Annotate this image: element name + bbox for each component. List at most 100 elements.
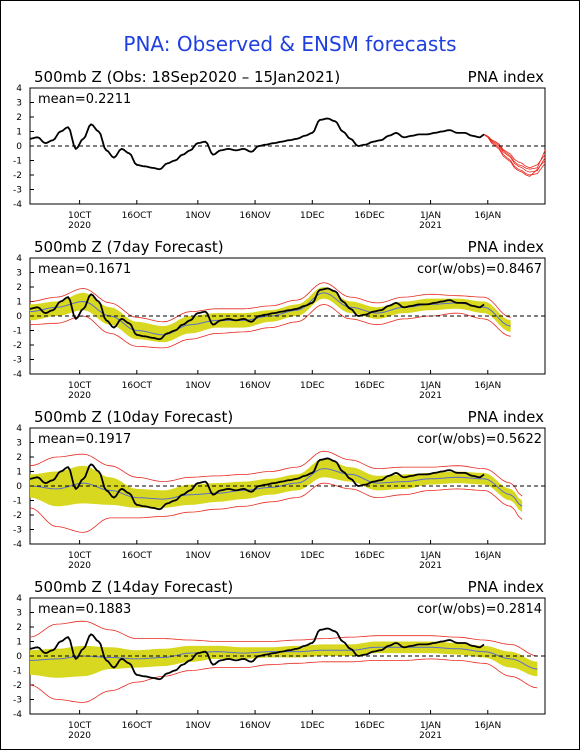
y-tick-label: -1: [13, 497, 22, 507]
x-year-label: 2021: [419, 561, 442, 571]
y-tick-label: 3: [16, 439, 22, 449]
x-tick-label: 10CT: [68, 381, 92, 391]
panel-3-index-label: PNA index: [467, 408, 544, 426]
panel-4: [29, 597, 546, 715]
ensemble-mean-line: [29, 468, 523, 507]
y-tick-label: 4: [16, 254, 22, 264]
y-tick-label: 2: [16, 453, 22, 463]
x-tick-label: 16NOV: [239, 211, 271, 221]
x-tick-label: 16JAN: [474, 211, 501, 221]
x-tick-label: 1DEC: [300, 381, 325, 391]
y-tick-label: 0: [16, 312, 22, 322]
correlation-label: cor(w/obs)=0.5622: [417, 432, 542, 447]
x-year-label: 2021: [419, 731, 442, 741]
y-tick-label: 1: [16, 298, 22, 308]
x-tick-label: 16NOV: [239, 721, 271, 731]
x-tick-label: 10CT: [68, 211, 92, 221]
x-tick-label: 16JAN: [474, 551, 501, 561]
x-tick-label: 1NOV: [185, 381, 211, 391]
panel-2-index-label: PNA index: [467, 238, 544, 256]
x-tick-label: 1DEC: [300, 551, 325, 561]
panel-1-title: 500mb Z (Obs: 18Sep2020 – 15Jan2021): [34, 68, 341, 86]
x-tick-label: 1DEC: [300, 721, 325, 731]
y-tick-label: -1: [13, 157, 22, 167]
ensemble-max-line: [29, 620, 538, 657]
panel-3: [29, 427, 546, 545]
y-tick-label: -2: [13, 171, 22, 181]
x-year-label: 2020: [68, 391, 91, 401]
mean-label: mean=0.1917: [38, 432, 131, 447]
ensemble-member-4: [483, 134, 546, 177]
y-tick-label: 3: [16, 609, 22, 619]
y-tick-label: -2: [13, 341, 22, 351]
x-year-label: 2021: [419, 391, 442, 401]
y-tick-label: -4: [13, 710, 22, 720]
correlation-label: cor(w/obs)=0.2814: [417, 602, 542, 617]
x-tick-label: 16NOV: [239, 381, 271, 391]
x-tick-label: 1NOV: [185, 551, 211, 561]
mean-label: mean=0.1671: [38, 262, 131, 277]
mean-label: mean=0.1883: [38, 602, 131, 617]
panel-4-title: 500mb Z (14day Forecast): [34, 578, 234, 596]
y-tick-label: 1: [16, 128, 22, 138]
x-tick-label: 10CT: [68, 721, 92, 731]
x-tick-label: 10CT: [68, 551, 92, 561]
x-tick-label: 16OCT: [122, 211, 153, 221]
observed-line: [29, 287, 485, 341]
x-tick-label: 16DEC: [354, 211, 384, 221]
panel-2: [29, 257, 546, 375]
y-tick-label: 1: [16, 468, 22, 478]
y-tick-label: 2: [16, 283, 22, 293]
mean-label: mean=0.2211: [38, 92, 131, 107]
y-tick-label: -4: [13, 370, 22, 380]
x-year-label: 2020: [68, 221, 91, 231]
panel-3-title: 500mb Z (10day Forecast): [34, 408, 234, 426]
x-tick-label: 1JAN: [420, 551, 441, 561]
y-tick-label: -1: [13, 667, 22, 677]
observed-line: [29, 457, 485, 511]
y-tick-label: 0: [16, 652, 22, 662]
y-tick-label: 1: [16, 638, 22, 648]
ensemble-min-line: [29, 658, 538, 703]
y-tick-label: 4: [16, 594, 22, 604]
x-tick-label: 16OCT: [122, 381, 153, 391]
ensemble-member-5: [483, 134, 546, 169]
x-tick-label: 1DEC: [300, 211, 325, 221]
y-tick-label: 4: [16, 84, 22, 94]
y-tick-label: 3: [16, 99, 22, 109]
ensemble-max-line: [29, 282, 511, 323]
x-tick-label: 1JAN: [420, 721, 441, 731]
x-tick-label: 16DEC: [354, 721, 384, 731]
y-tick-label: 4: [16, 424, 22, 434]
y-tick-label: -2: [13, 511, 22, 521]
ensemble-max-line: [29, 450, 523, 497]
y-tick-label: 2: [16, 623, 22, 633]
y-tick-label: -3: [13, 186, 22, 196]
y-tick-label: 0: [16, 142, 22, 152]
y-tick-label: -4: [13, 200, 22, 210]
x-tick-label: 16JAN: [474, 381, 501, 391]
y-tick-label: -3: [13, 526, 22, 536]
panel-1: [29, 87, 546, 205]
y-tick-label: -2: [13, 681, 22, 691]
observed-line: [29, 117, 485, 171]
x-year-label: 2021: [419, 221, 442, 231]
correlation-label: cor(w/obs)=0.8467: [417, 262, 542, 277]
x-tick-label: 16NOV: [239, 551, 271, 561]
main-title: PNA: Observed & ENSM forecasts: [123, 32, 457, 56]
x-tick-label: 1JAN: [420, 381, 441, 391]
y-tick-label: 2: [16, 113, 22, 123]
x-tick-label: 16OCT: [122, 721, 153, 731]
y-tick-label: -3: [13, 356, 22, 366]
x-year-label: 2020: [68, 731, 91, 741]
x-tick-label: 16DEC: [354, 381, 384, 391]
y-tick-label: -4: [13, 540, 22, 550]
panel-2-title: 500mb Z (7day Forecast): [34, 238, 224, 256]
x-tick-label: 16OCT: [122, 551, 153, 561]
y-tick-label: 0: [16, 482, 22, 492]
ensemble-min-line: [29, 482, 523, 533]
panel-4-index-label: PNA index: [467, 578, 544, 596]
spread-band: [30, 641, 538, 678]
x-tick-label: 1JAN: [420, 211, 441, 221]
